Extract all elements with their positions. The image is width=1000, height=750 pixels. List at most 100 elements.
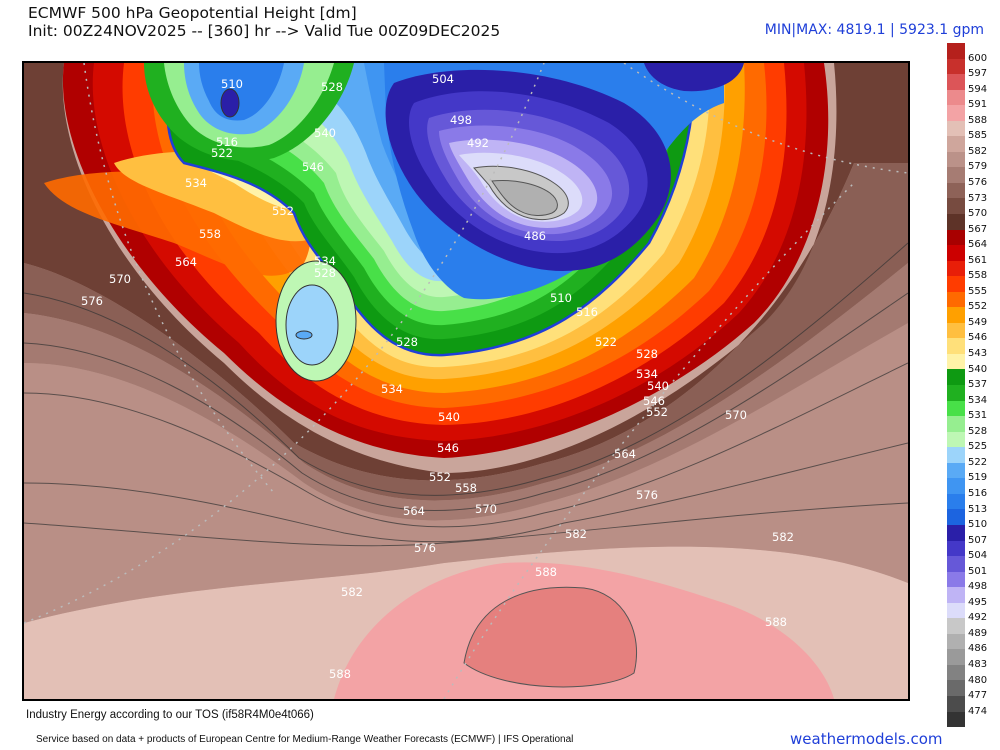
colorbar-label: 504 <box>968 550 988 562</box>
contour-label: 564 <box>175 255 197 269</box>
contour-label: 534 <box>381 382 403 396</box>
colorbar-label: 534 <box>968 394 988 406</box>
colorbar-swatch <box>947 260 965 277</box>
contour-label: 564 <box>403 504 425 518</box>
colorbar-swatch <box>947 182 965 199</box>
title-line-1: ECMWF 500 hPa Geopotential Height [dm] <box>28 4 357 22</box>
contour-label: 576 <box>81 294 103 308</box>
colorbar-swatch <box>947 633 965 650</box>
colorbar-swatch <box>947 509 965 525</box>
colorbar-label: 594 <box>968 83 988 95</box>
colorbar-label: 561 <box>968 254 988 266</box>
contour-label: 534 <box>185 176 207 190</box>
colorbar-swatch <box>947 151 965 168</box>
colorbar-label: 588 <box>968 114 988 126</box>
contour-label: 540 <box>314 126 336 140</box>
contour-label: 552 <box>272 204 294 218</box>
colorbar-swatch <box>947 120 965 137</box>
colorbar-swatch <box>947 291 965 308</box>
colorbar-swatch <box>947 43 965 59</box>
colorbar-label: 516 <box>968 487 988 499</box>
colorbar-label: 498 <box>968 581 988 593</box>
contour-label: 564 <box>614 447 636 461</box>
contour-label: 504 <box>432 72 454 86</box>
colorbar-swatch <box>947 649 965 665</box>
contour-label: 552 <box>429 470 451 484</box>
contour-label: 558 <box>455 481 477 495</box>
colorbar-label: 477 <box>968 690 988 702</box>
colorbar-label: 552 <box>968 301 988 313</box>
brand-link[interactable]: weathermodels.com <box>790 730 943 748</box>
colorbar-label: 537 <box>968 379 988 391</box>
colorbar-swatch <box>947 493 965 510</box>
colorbar-label: 543 <box>968 348 988 359</box>
colorbar-label: 573 <box>968 192 988 204</box>
colorbar-swatch <box>947 431 965 448</box>
service-attribution: Service based on data + products of Euro… <box>36 734 574 745</box>
contour-label: 570 <box>475 502 497 516</box>
colorbar-swatch <box>947 462 965 479</box>
contour-label: 492 <box>467 136 489 150</box>
colorbar-swatch <box>947 618 965 634</box>
contour-label: 546 <box>437 441 459 455</box>
tos-notice: Industry Energy according to our TOS (if… <box>26 709 314 721</box>
colorbar-label: 558 <box>968 270 988 282</box>
colorbar-swatch <box>947 571 965 588</box>
colorbar-swatch <box>947 556 965 572</box>
contour-label: 486 <box>524 229 546 243</box>
colorbar-label: 582 <box>968 145 988 157</box>
colorbar-swatch <box>947 74 965 90</box>
colorbar-swatch <box>947 664 965 681</box>
contour-label: 516 <box>576 305 598 319</box>
contour-label: 576 <box>636 488 658 502</box>
colorbar-swatch <box>947 602 965 619</box>
colorbar-label: 570 <box>968 208 988 220</box>
colorbar-label: 540 <box>968 363 988 375</box>
colorbar-label: 501 <box>968 565 988 577</box>
colorbar-swatch <box>947 245 965 261</box>
colorbar-label: 525 <box>968 441 988 453</box>
colorbar-swatch <box>947 416 965 432</box>
colorbar-label: 519 <box>968 472 988 484</box>
colorbar-swatch <box>947 385 965 401</box>
colorbar-swatch <box>947 214 965 230</box>
colorbar-label: 546 <box>968 332 988 344</box>
height-map[interactable]: 510 528 504 516 522 540 498 492 546 534 552 558 486 5… <box>22 61 910 701</box>
title-line-2: Init: 00Z24NOV2025 -- [360] hr --> Valid… <box>28 22 501 40</box>
min-max-readout: MIN|MAX: 4819.1 | 5923.1 gpm <box>764 22 984 38</box>
colorbar-swatch <box>947 447 965 463</box>
colorbar-label: 600 <box>968 52 988 64</box>
colorbar-label: 492 <box>968 612 988 624</box>
contour-label: 558 <box>199 227 221 241</box>
colorbar-label: 474 <box>968 705 988 717</box>
colorbar-swatch <box>947 540 965 557</box>
colorbar-swatch <box>947 89 965 106</box>
contour-label: 588 <box>329 667 351 681</box>
colorbar-swatch <box>947 400 965 417</box>
colorbar-label: 513 <box>968 503 988 515</box>
colorbar-swatch <box>947 276 965 292</box>
colorbar-label: 510 <box>968 519 988 531</box>
colorbar-swatch <box>947 307 965 323</box>
colorbar-label: 483 <box>968 659 988 670</box>
colorbar-swatch <box>947 711 965 728</box>
contour-label: 510 <box>221 77 243 91</box>
colorbar-swatch <box>947 58 965 75</box>
colorbar-swatch <box>947 167 965 183</box>
contour-label: 534 <box>314 254 336 268</box>
colorbar-label: 591 <box>968 99 988 111</box>
colorbar-swatch <box>947 136 965 152</box>
colorbar-swatch <box>947 198 965 215</box>
contour-label: 582 <box>772 530 794 544</box>
contour-label: 528 <box>314 266 336 280</box>
contour-label: 522 <box>595 335 617 349</box>
contour-label: 528 <box>321 80 343 94</box>
colorbar-swatch <box>947 695 965 712</box>
contour-label: 516 <box>216 135 238 149</box>
contour-label: 552 <box>646 405 668 419</box>
colorbar-swatch <box>947 322 965 339</box>
colorbar-label: 489 <box>968 627 988 639</box>
contour-label: 510 <box>550 291 572 305</box>
contour-label: 528 <box>396 335 418 349</box>
